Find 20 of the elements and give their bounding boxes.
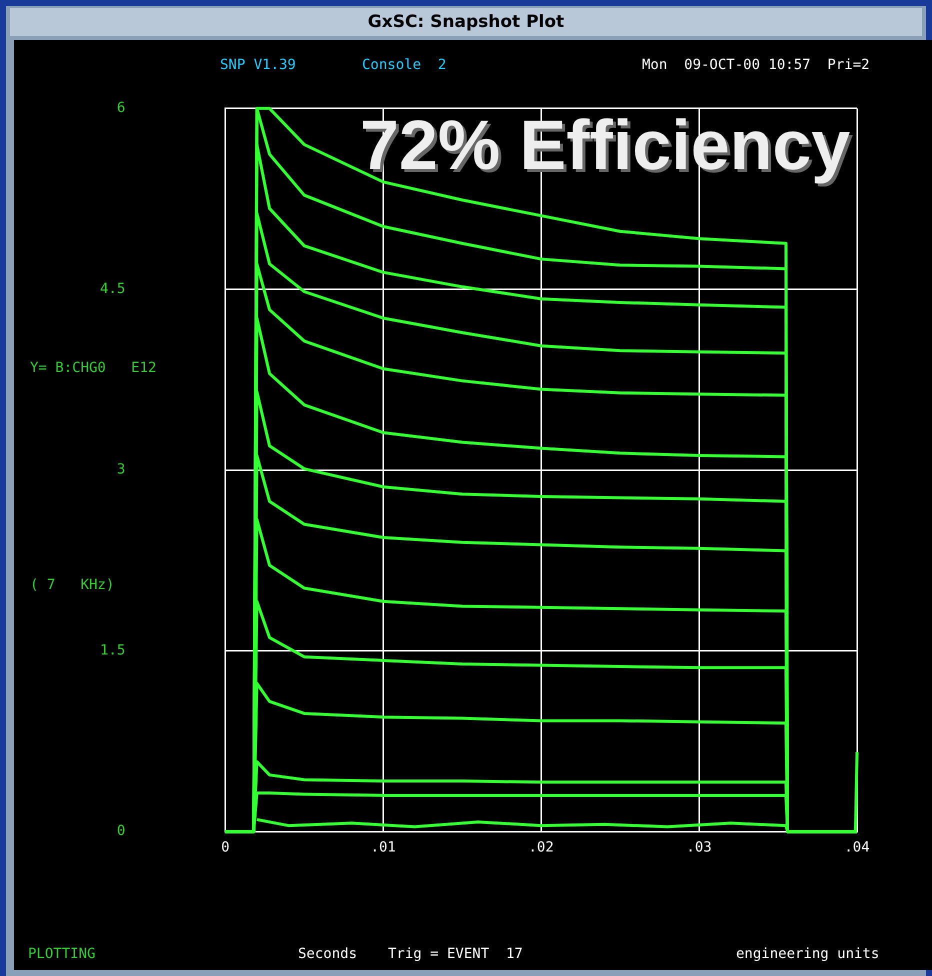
chart-title: GxSC: Snapshot Plot — [10, 8, 922, 36]
x-tick-label: .03 — [686, 840, 712, 856]
text: Console 2 — [362, 57, 446, 73]
text: SNP V1.39 — [220, 57, 296, 73]
y-tick-label: 3 — [116, 462, 126, 478]
x-tick-label: .01 — [370, 840, 396, 856]
text: PLOTTING — [28, 946, 96, 962]
y-tick-label: 0 — [116, 823, 126, 840]
y-tick-label: 1.5 — [100, 642, 126, 658]
x-tick-label: .02 — [528, 840, 554, 856]
x-tick-label: 0 — [221, 840, 230, 856]
y-tick-label: 6 — [116, 100, 126, 116]
y-axis-title: Y= B:CHG0 E12 — [30, 360, 156, 376]
text: Trig = EVENT 17 — [388, 946, 523, 962]
text: Mon 09-OCT-00 10:57 Pri=2 — [642, 57, 870, 73]
text: engineering units — [736, 946, 880, 962]
x-tick-label: .04 — [844, 840, 870, 856]
y-tick-label: 4.5 — [100, 280, 126, 297]
text: Seconds — [298, 946, 358, 962]
text: ( 7 KHz) — [30, 577, 114, 593]
